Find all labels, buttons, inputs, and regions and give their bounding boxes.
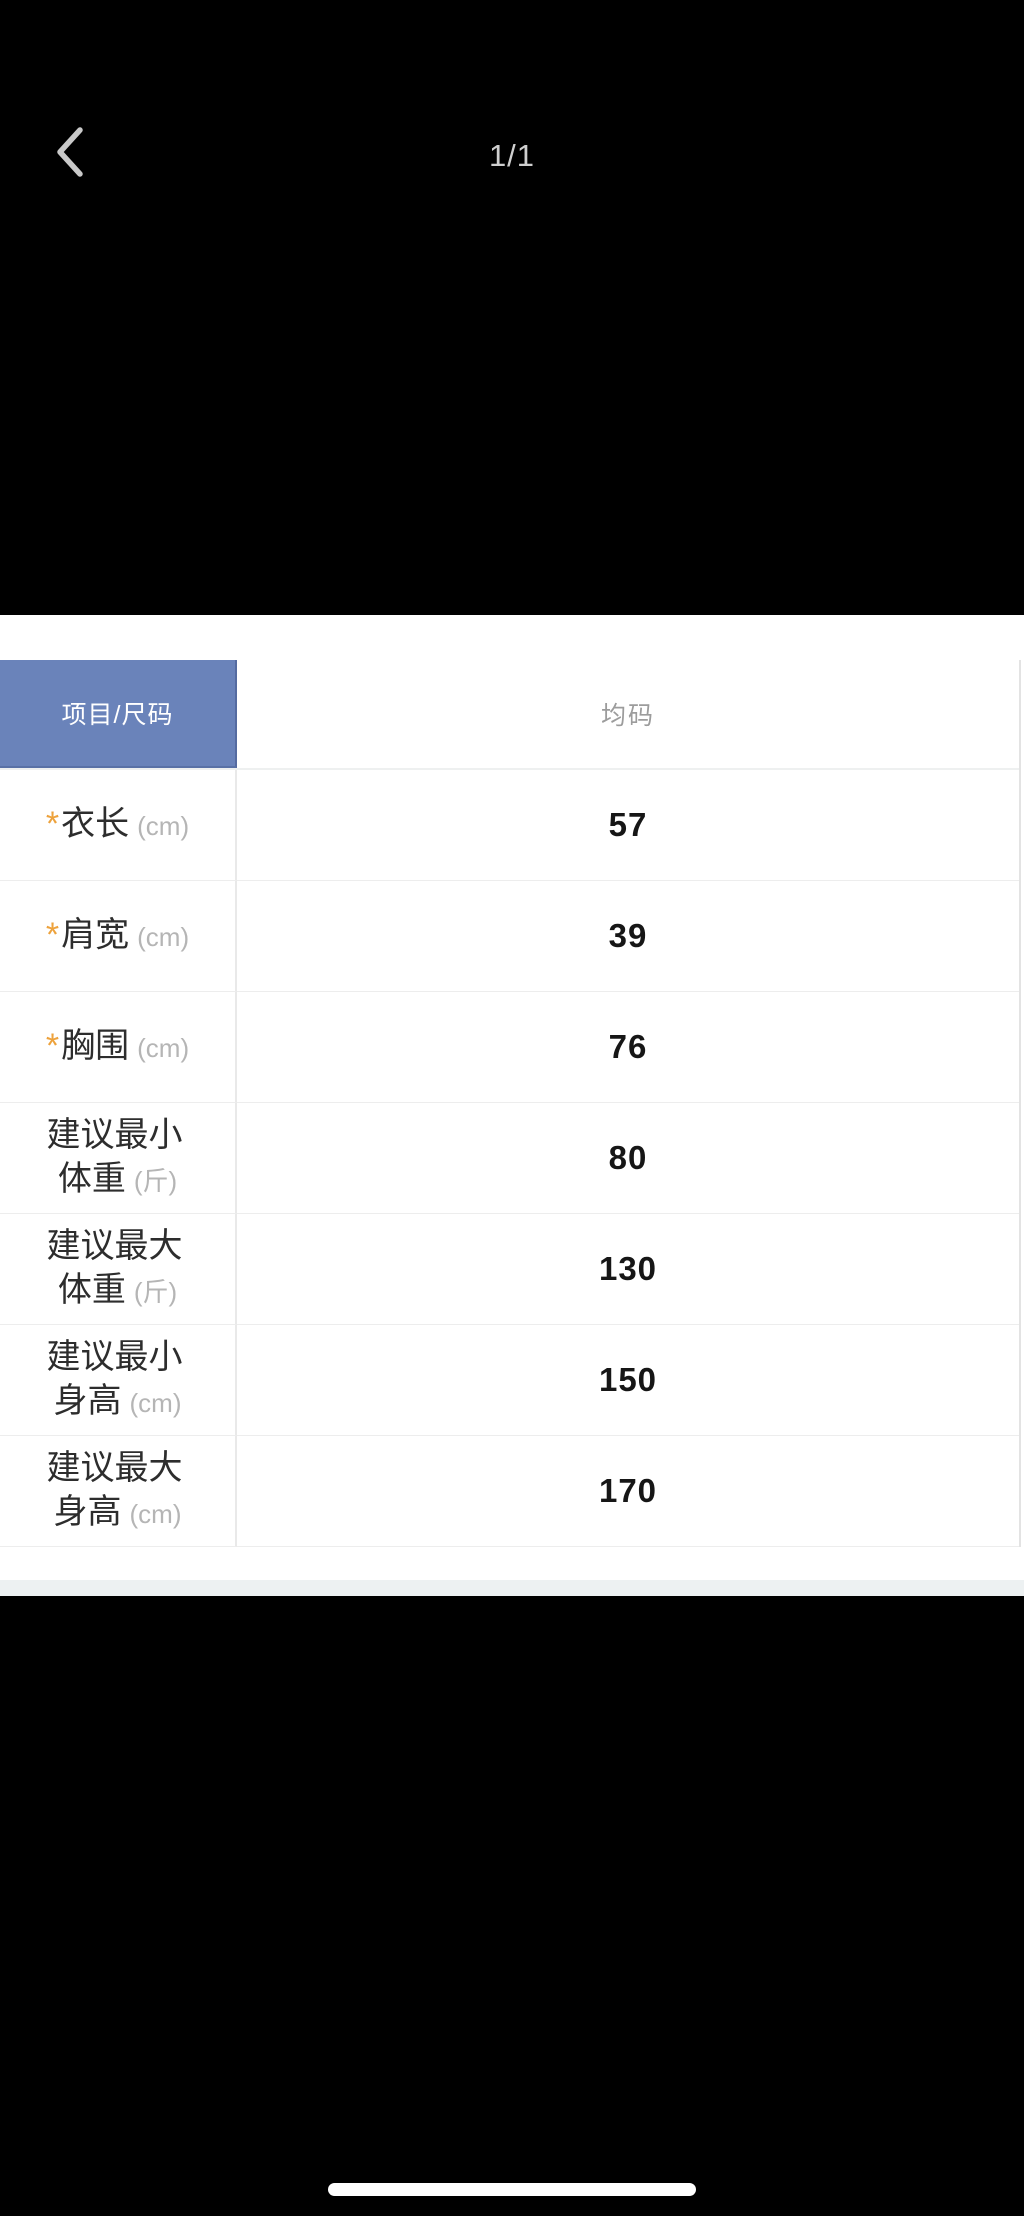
row-value-cell: 170 bbox=[237, 1436, 1019, 1547]
row-label-line1: *胸围 (cm) bbox=[46, 1025, 189, 1069]
image-bottom-band bbox=[0, 1580, 1024, 1596]
row-label: 衣长 bbox=[61, 805, 130, 844]
row-unit: (cm) bbox=[137, 922, 190, 953]
table-row: *肩宽 (cm) 39 bbox=[0, 881, 1019, 992]
row-value-cell: 150 bbox=[237, 1325, 1019, 1436]
table-row: 建议最大 体重 (斤) 130 bbox=[0, 1214, 1019, 1325]
row-unit: (斤) bbox=[133, 1166, 178, 1196]
row-value: 150 bbox=[598, 1361, 658, 1398]
row-label-cell: 建议最大 身高 (cm) bbox=[0, 1436, 237, 1547]
size-chart-table: 项目/尺码 均码 *衣长 (cm) 57 *肩宽 (cm) 39 *胸围 (cm) 7… bbox=[0, 660, 1021, 1547]
row-label-cell: *肩宽 (cm) bbox=[0, 881, 237, 992]
header-corner-cell: 项目/尺码 bbox=[0, 660, 237, 768]
row-label-line1: 建议最大 bbox=[45, 1225, 191, 1269]
row-value: 80 bbox=[608, 1139, 648, 1176]
row-value: 76 bbox=[608, 1028, 648, 1065]
row-label-line1: *衣长 (cm) bbox=[46, 803, 189, 847]
row-label: 肩宽 bbox=[61, 916, 130, 955]
row-unit: (cm) bbox=[129, 1388, 182, 1418]
required-asterisk: * bbox=[45, 1027, 60, 1066]
header-size-cell: 均码 bbox=[237, 660, 1019, 768]
row-label-cell: 建议最大 体重 (斤) bbox=[0, 1214, 237, 1325]
table-row: *胸围 (cm) 76 bbox=[0, 992, 1019, 1103]
row-value-cell: 57 bbox=[237, 770, 1019, 881]
row-label-line2: 身高 (cm) bbox=[53, 1493, 182, 1531]
row-label-line2: 体重 (斤) bbox=[57, 1160, 178, 1198]
size-chart-body: *衣长 (cm) 57 *肩宽 (cm) 39 *胸围 (cm) 76 建议最小 体重… bbox=[0, 770, 1019, 1547]
row-unit: (cm) bbox=[129, 1499, 182, 1529]
row-label-cell: *衣长 (cm) bbox=[0, 770, 237, 881]
row-label-line2: 体重 (斤) bbox=[57, 1271, 178, 1309]
row-value: 170 bbox=[598, 1472, 658, 1509]
row-label: 胸围 bbox=[61, 1027, 130, 1066]
row-label-line1: 建议最小 bbox=[45, 1114, 191, 1158]
table-row: 建议最小 身高 (cm) 150 bbox=[0, 1325, 1019, 1436]
row-unit: (cm) bbox=[137, 811, 190, 842]
row-label-cell: 建议最小 体重 (斤) bbox=[0, 1103, 237, 1214]
row-label-cell: *胸围 (cm) bbox=[0, 992, 237, 1103]
row-label-line1: 建议最小 bbox=[45, 1336, 191, 1380]
row-label-line1: 建议最大 bbox=[45, 1447, 191, 1491]
size-chart-image[interactable]: 项目/尺码 均码 *衣长 (cm) 57 *肩宽 (cm) 39 *胸围 (cm) 7… bbox=[0, 615, 1024, 1596]
row-label-line1: *肩宽 (cm) bbox=[46, 914, 189, 958]
row-label: 建议最大 bbox=[46, 1449, 183, 1488]
row-value-cell: 39 bbox=[237, 881, 1019, 992]
row-value-cell: 80 bbox=[237, 1103, 1019, 1214]
row-value: 130 bbox=[598, 1250, 658, 1287]
chevron-left-icon bbox=[57, 127, 83, 177]
required-asterisk: * bbox=[45, 805, 60, 844]
row-unit: (斤) bbox=[133, 1277, 178, 1307]
back-button[interactable] bbox=[36, 100, 106, 190]
row-value: 39 bbox=[608, 917, 648, 954]
page-indicator: 1/1 bbox=[488, 138, 536, 173]
row-label: 建议最小 bbox=[46, 1338, 183, 1377]
home-indicator[interactable] bbox=[328, 2183, 696, 2196]
row-value: 57 bbox=[608, 806, 648, 843]
row-label-cell: 建议最小 身高 (cm) bbox=[0, 1325, 237, 1436]
table-row: 建议最小 体重 (斤) 80 bbox=[0, 1103, 1019, 1214]
row-label-line2: 身高 (cm) bbox=[53, 1382, 182, 1420]
row-label: 建议最小 bbox=[46, 1116, 183, 1155]
row-value-cell: 76 bbox=[237, 992, 1019, 1103]
table-row: *衣长 (cm) 57 bbox=[0, 770, 1019, 881]
required-asterisk: * bbox=[45, 916, 60, 955]
row-label: 建议最大 bbox=[46, 1227, 183, 1266]
table-header-row: 项目/尺码 均码 bbox=[0, 660, 1019, 770]
row-value-cell: 130 bbox=[237, 1214, 1019, 1325]
row-unit: (cm) bbox=[137, 1033, 190, 1064]
table-row: 建议最大 身高 (cm) 170 bbox=[0, 1436, 1019, 1547]
